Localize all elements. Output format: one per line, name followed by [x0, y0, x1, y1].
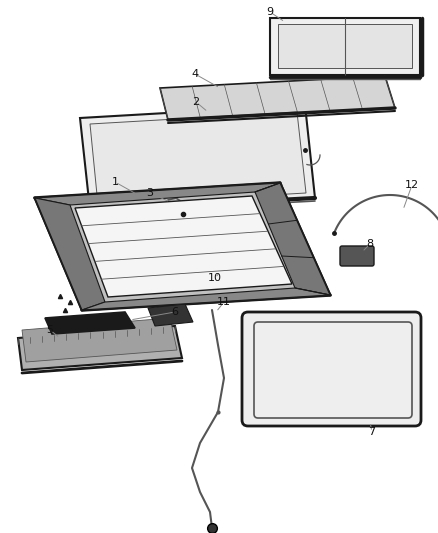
Polygon shape — [75, 196, 292, 297]
FancyBboxPatch shape — [340, 246, 374, 266]
Polygon shape — [22, 318, 177, 362]
Polygon shape — [45, 312, 135, 334]
Text: 10: 10 — [208, 273, 222, 283]
Text: 3: 3 — [146, 188, 153, 198]
Text: 9: 9 — [266, 7, 274, 17]
Polygon shape — [80, 105, 315, 210]
Text: 4: 4 — [191, 69, 198, 79]
Text: 1: 1 — [112, 177, 119, 187]
Text: 11: 11 — [217, 297, 231, 307]
Polygon shape — [278, 24, 412, 68]
Polygon shape — [35, 183, 330, 310]
Text: 2: 2 — [192, 97, 200, 107]
Polygon shape — [18, 326, 182, 370]
Polygon shape — [90, 112, 306, 205]
Polygon shape — [148, 304, 193, 326]
Text: 12: 12 — [405, 180, 419, 190]
Polygon shape — [78, 200, 289, 294]
Polygon shape — [160, 76, 395, 120]
Polygon shape — [270, 18, 420, 75]
Polygon shape — [35, 198, 105, 310]
Text: 7: 7 — [368, 427, 375, 437]
Polygon shape — [255, 183, 330, 295]
Polygon shape — [82, 288, 330, 310]
FancyBboxPatch shape — [242, 312, 421, 426]
Text: 6: 6 — [172, 307, 179, 317]
Text: 5: 5 — [46, 325, 53, 335]
Text: 8: 8 — [367, 239, 374, 249]
Polygon shape — [35, 183, 280, 205]
